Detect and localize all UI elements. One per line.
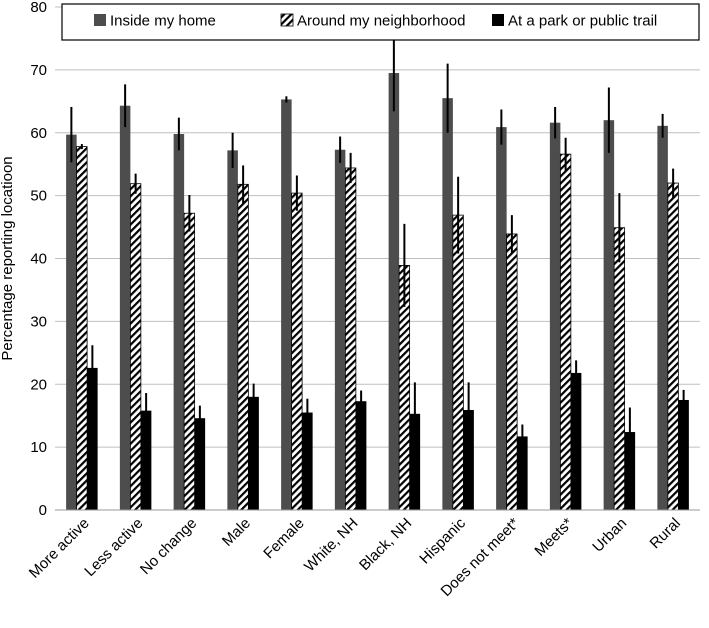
bar-inside-home [173,134,185,510]
bar-park-trail [409,413,421,510]
bar-park-trail [140,410,152,510]
bar-around-neighborhood [183,212,196,511]
y-tick-label: 70 [30,62,47,79]
bar-around-neighborhood [237,183,249,511]
bar-inside-home [66,134,77,511]
bar-around-neighborhood [76,146,88,511]
x-category-label: Hispanic [416,514,469,567]
bar-park-trail [624,432,636,510]
y-tick-label: 30 [30,313,47,330]
legend-swatch [280,13,294,27]
x-category-label: Rural [647,515,684,552]
legend-box [61,3,700,41]
bar-around-neighborhood [344,167,357,511]
bar-inside-home [119,105,131,511]
bar-around-neighborhood [559,153,572,511]
bar-around-neighborhood [452,214,464,511]
bar-inside-home [657,125,668,511]
bar-park-trail [194,418,206,510]
bar-park-trail [302,412,313,510]
bar-inside-home [388,73,400,511]
y-tick-label: 40 [30,251,47,268]
x-category-label: Black, NH [356,515,415,574]
x-category-label: White, NH [301,515,361,575]
y-tick-label: 10 [30,439,47,456]
x-category-label: More active [26,515,93,582]
bar-inside-home [442,98,453,510]
bar-around-neighborhood [613,227,626,511]
bar-inside-home [603,120,615,511]
y-tick-label: 80 [30,0,47,16]
y-tick-label: 20 [30,376,47,393]
bar-inside-home [281,99,292,511]
y-tick-label: 60 [30,125,47,142]
x-category-label: Less active [81,515,146,580]
x-category-label: Male [219,515,254,550]
bar-inside-home [496,127,507,510]
bar-inside-home [227,150,238,511]
bar-around-neighborhood [129,183,142,511]
bar-inside-home [549,122,561,510]
bar-park-trail [355,401,367,510]
x-category-label: Female [260,515,307,562]
bar-park-trail [87,367,98,510]
y-tick-label: 50 [30,188,47,205]
bar-around-neighborhood [506,233,518,511]
bar-park-trail [463,410,474,510]
y-tick-label: 0 [39,502,47,519]
bar-park-trail [517,436,528,510]
legend-label: At a park or public trail [508,13,657,30]
x-category-label: No change [137,515,200,578]
legend-label: Inside my home [110,13,216,30]
y-axis-title: Percentage reporting locatioon [0,156,16,360]
bar-around-neighborhood [667,182,679,511]
bar-park-trail [248,396,259,510]
x-category-label: Urban [589,515,630,556]
bar-park-trail [570,372,582,510]
bar-inside-home [334,149,346,510]
x-category-label: Meets* [531,515,576,560]
legend-swatch [94,14,106,26]
legend-swatch [492,14,504,26]
bar-park-trail [678,399,689,510]
bar-around-neighborhood [291,192,303,511]
legend-label: Around my neighborhood [297,13,465,30]
